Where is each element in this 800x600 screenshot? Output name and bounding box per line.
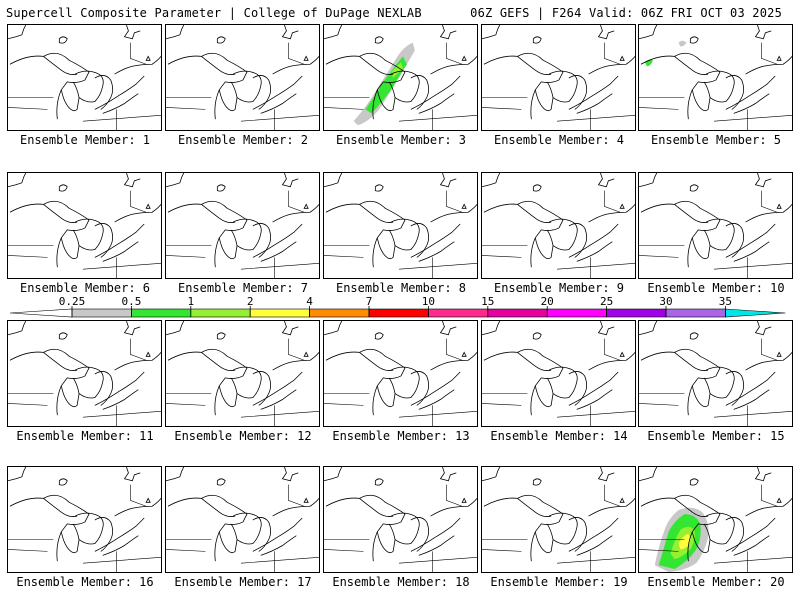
ensemble-map-panel <box>323 466 478 573</box>
legend-tick-label: 4 <box>306 296 313 308</box>
legend-swatch <box>665 308 726 318</box>
legend-swatch <box>71 308 132 318</box>
ensemble-map-panel <box>323 320 478 427</box>
ensemble-member-label: Ensemble Member: 7 <box>177 281 309 295</box>
legend-tick-label: 15 <box>481 296 494 308</box>
legend-tick-label: 35 <box>719 296 732 308</box>
ensemble-member-label: Ensemble Member: 17 <box>174 575 312 589</box>
great-lakes-basemap <box>482 321 635 426</box>
legend-tick-label: 0.5 <box>121 296 141 308</box>
color-scale-legend: 0.25 0.5 1 2 4 7 10 15 20 25 30 35 <box>10 296 786 318</box>
ensemble-member-label: Ensemble Member: 11 <box>16 429 154 443</box>
legend-tick-label: 1 <box>187 296 194 308</box>
ensemble-member-label: Ensemble Member: 6 <box>19 281 151 295</box>
legend-swatch <box>428 308 489 318</box>
ensemble-map-panel <box>7 320 162 427</box>
great-lakes-basemap <box>324 25 477 130</box>
great-lakes-basemap <box>482 25 635 130</box>
great-lakes-basemap <box>166 467 319 572</box>
ensemble-member-label: Ensemble Member: 16 <box>16 575 154 589</box>
legend-swatch <box>368 308 429 318</box>
legend-swatch <box>606 308 667 318</box>
model-run-valid-time: 06Z GEFS | F264 Valid: 06Z FRI OCT 03 20… <box>470 6 782 20</box>
legend-tick-label: 0.25 <box>59 296 86 308</box>
legend-tick-label: 2 <box>247 296 254 308</box>
great-lakes-basemap <box>639 25 792 130</box>
great-lakes-basemap <box>639 467 792 572</box>
great-lakes-basemap <box>8 173 161 278</box>
ensemble-map-panel <box>481 172 636 279</box>
ensemble-map-panel <box>638 466 793 573</box>
legend-tick-label: 7 <box>366 296 373 308</box>
great-lakes-basemap <box>8 321 161 426</box>
ensemble-member-label: Ensemble Member: 1 <box>19 133 151 147</box>
ensemble-member-label: Ensemble Member: 3 <box>335 133 467 147</box>
great-lakes-basemap <box>482 173 635 278</box>
ensemble-member-label: Ensemble Member: 8 <box>335 281 467 295</box>
legend-swatch <box>131 308 192 318</box>
legend-swatch <box>725 308 786 318</box>
ensemble-member-label: Ensemble Member: 20 <box>647 575 785 589</box>
legend-arrow-left <box>10 308 73 318</box>
ensemble-member-label: Ensemble Member: 9 <box>493 281 625 295</box>
great-lakes-basemap <box>8 467 161 572</box>
ensemble-member-label: Ensemble Member: 4 <box>493 133 625 147</box>
ensemble-map-panel <box>165 466 320 573</box>
great-lakes-basemap <box>166 321 319 426</box>
great-lakes-basemap <box>166 173 319 278</box>
great-lakes-basemap <box>324 321 477 426</box>
legend-swatch <box>546 308 607 318</box>
great-lakes-basemap <box>639 321 792 426</box>
ensemble-map-panel <box>638 320 793 427</box>
great-lakes-basemap <box>639 173 792 278</box>
great-lakes-basemap <box>324 173 477 278</box>
legend-swatch <box>487 308 548 318</box>
ensemble-map-panel <box>323 172 478 279</box>
ensemble-map-panel <box>638 172 793 279</box>
ensemble-member-label: Ensemble Member: 15 <box>647 429 785 443</box>
legend-swatch <box>309 308 370 318</box>
ensemble-member-label: Ensemble Member: 12 <box>174 429 312 443</box>
ensemble-map-panel <box>165 320 320 427</box>
legend-tick-label: 20 <box>541 296 554 308</box>
ensemble-member-label: Ensemble Member: 5 <box>650 133 782 147</box>
map-title: Supercell Composite Parameter | College … <box>6 6 422 20</box>
ensemble-map-panel <box>481 466 636 573</box>
ensemble-map-panel <box>7 24 162 131</box>
legend-swatch <box>190 308 251 318</box>
ensemble-member-label: Ensemble Member: 10 <box>647 281 785 295</box>
ensemble-map-panel <box>481 320 636 427</box>
ensemble-map-panel <box>7 466 162 573</box>
great-lakes-basemap <box>482 467 635 572</box>
ensemble-map-panel <box>7 172 162 279</box>
legend-tick-label: 10 <box>422 296 435 308</box>
ensemble-member-label: Ensemble Member: 14 <box>490 429 628 443</box>
ensemble-map-panel <box>165 24 320 131</box>
ensemble-member-label: Ensemble Member: 13 <box>332 429 470 443</box>
legend-tick-label: 30 <box>659 296 672 308</box>
great-lakes-basemap <box>324 467 477 572</box>
ensemble-map-panel <box>165 172 320 279</box>
great-lakes-basemap <box>8 25 161 130</box>
legend-tick-label: 25 <box>600 296 613 308</box>
great-lakes-basemap <box>166 25 319 130</box>
ensemble-map-panel <box>481 24 636 131</box>
legend-swatch <box>249 308 310 318</box>
ensemble-member-label: Ensemble Member: 18 <box>332 575 470 589</box>
ensemble-map-panel <box>323 24 478 131</box>
ensemble-member-label: Ensemble Member: 2 <box>177 133 309 147</box>
ensemble-member-label: Ensemble Member: 19 <box>490 575 628 589</box>
ensemble-map-panel <box>638 24 793 131</box>
